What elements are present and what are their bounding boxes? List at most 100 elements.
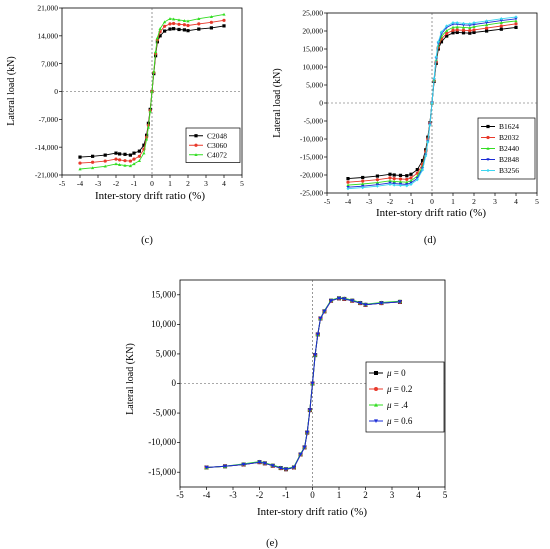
data-point-series-0	[172, 27, 176, 31]
y-tick-label: 10,000	[302, 63, 323, 72]
y-tick-label: -15,000	[300, 153, 323, 162]
legend-marker-swatch	[374, 419, 378, 423]
y-tick-label: 14,000	[37, 31, 58, 40]
x-tick-label: 2	[472, 197, 476, 206]
data-point-series-4	[409, 182, 413, 186]
data-point-series-1	[499, 24, 503, 28]
data-point-series-0	[445, 34, 449, 38]
data-point-series-1	[118, 158, 122, 162]
data-point-series-1	[468, 29, 472, 33]
data-point-series-4	[434, 55, 438, 59]
data-point-series-2	[346, 183, 350, 187]
legend-label: B3256	[499, 166, 519, 175]
y-tick-label: 0	[319, 99, 323, 108]
data-point-series-2	[132, 162, 136, 166]
data-point-series-3	[307, 408, 312, 413]
legend-label: B2440	[499, 144, 519, 153]
data-point-series-2	[172, 17, 176, 21]
y-tick-label: 7,000	[41, 59, 58, 68]
legend-label-symbol: μ	[386, 368, 392, 378]
y-tick-label: -15,000	[148, 467, 176, 477]
x-tick-label: -5	[59, 179, 65, 188]
data-point-series-2	[146, 125, 150, 129]
data-point-series-1	[398, 177, 403, 181]
legend-label: C2048	[207, 131, 227, 140]
data-point-series-2	[409, 179, 413, 183]
x-tick-label: 2	[363, 490, 368, 500]
data-point-series-3	[342, 297, 347, 301]
data-point-series-1	[451, 28, 455, 32]
x-tick-label: 4	[514, 197, 518, 206]
legend-label: μ = .4	[386, 400, 408, 410]
x-tick-label: 5	[535, 197, 539, 206]
data-point-series-3	[305, 430, 310, 435]
x-axis-title: Inter-story drift ratio (%)	[95, 190, 205, 202]
data-point-series-2	[375, 180, 379, 184]
data-point-series-1	[182, 23, 186, 27]
data-point-series-3	[241, 462, 246, 467]
data-point-series-1	[405, 177, 409, 181]
y-tick-label: 21,000	[37, 4, 58, 13]
data-point-series-2	[361, 182, 365, 186]
legend-label: B2848	[499, 155, 519, 164]
data-point-series-2	[499, 21, 503, 24]
data-point-series-0	[361, 175, 365, 180]
data-point-series-2	[445, 29, 449, 32]
data-point-series-4	[468, 22, 472, 26]
data-point-series-2	[182, 19, 186, 23]
data-point-series-0	[499, 27, 503, 31]
data-point-series-2	[150, 89, 154, 93]
data-point-series-1	[409, 176, 413, 180]
data-point-series-0	[114, 151, 118, 155]
data-point-series-1	[222, 18, 226, 22]
data-point-series-2	[186, 19, 190, 23]
series-line-3	[206, 297, 401, 470]
data-point-series-3	[472, 23, 476, 27]
data-point-series-2	[168, 17, 172, 21]
legend-marker-swatch	[194, 134, 198, 138]
legend-label-value: = .4	[392, 400, 409, 410]
y-tick-label: 0	[172, 378, 177, 388]
x-tick-label: -3	[95, 179, 101, 188]
data-point-series-4	[388, 182, 392, 186]
data-point-series-1	[128, 159, 132, 163]
legend-marker-swatch	[486, 158, 490, 162]
y-tick-label: -5,000	[304, 117, 324, 126]
x-tick-label: -2	[256, 490, 264, 500]
data-point-series-2	[163, 20, 167, 24]
data-point-series-0	[118, 152, 122, 156]
data-point-series-3	[350, 299, 355, 303]
data-point-series-0	[415, 168, 419, 172]
y-tick-label: 15,000	[302, 45, 323, 54]
data-point-series-3	[302, 445, 307, 450]
data-point-series-0	[182, 28, 186, 32]
data-point-series-1	[137, 154, 141, 158]
legend-label: μ = 0.2	[386, 384, 412, 394]
x-tick-label: -5	[176, 490, 184, 500]
data-point-series-0	[455, 30, 459, 35]
data-point-series-0	[128, 153, 132, 157]
data-point-series-1	[163, 24, 167, 28]
y-tick-label: 5,000	[306, 81, 323, 90]
data-point-series-2	[152, 70, 156, 73]
data-point-series-1	[172, 21, 176, 26]
y-axis-title: Lateral load (kN)	[272, 68, 283, 137]
data-point-series-4	[428, 123, 432, 127]
data-point-series-2	[158, 27, 162, 30]
data-point-series-4	[392, 183, 396, 187]
data-point-series-2	[388, 179, 392, 183]
data-point-series-3	[262, 461, 267, 466]
data-point-series-0	[91, 154, 95, 158]
legend-marker-swatch	[486, 135, 490, 140]
y-tick-label: -10,000	[300, 135, 323, 144]
legend-label: μ = 0	[386, 368, 406, 378]
data-point-series-3	[298, 452, 303, 457]
data-point-series-2	[405, 180, 409, 184]
legend-label-value: = 0	[392, 368, 407, 378]
legend-marker-swatch	[486, 146, 490, 150]
y-tick-label: -21,000	[35, 171, 58, 180]
y-tick-label: -25,000	[300, 189, 323, 198]
data-point-series-3	[485, 21, 489, 25]
data-point-series-1	[132, 157, 136, 161]
